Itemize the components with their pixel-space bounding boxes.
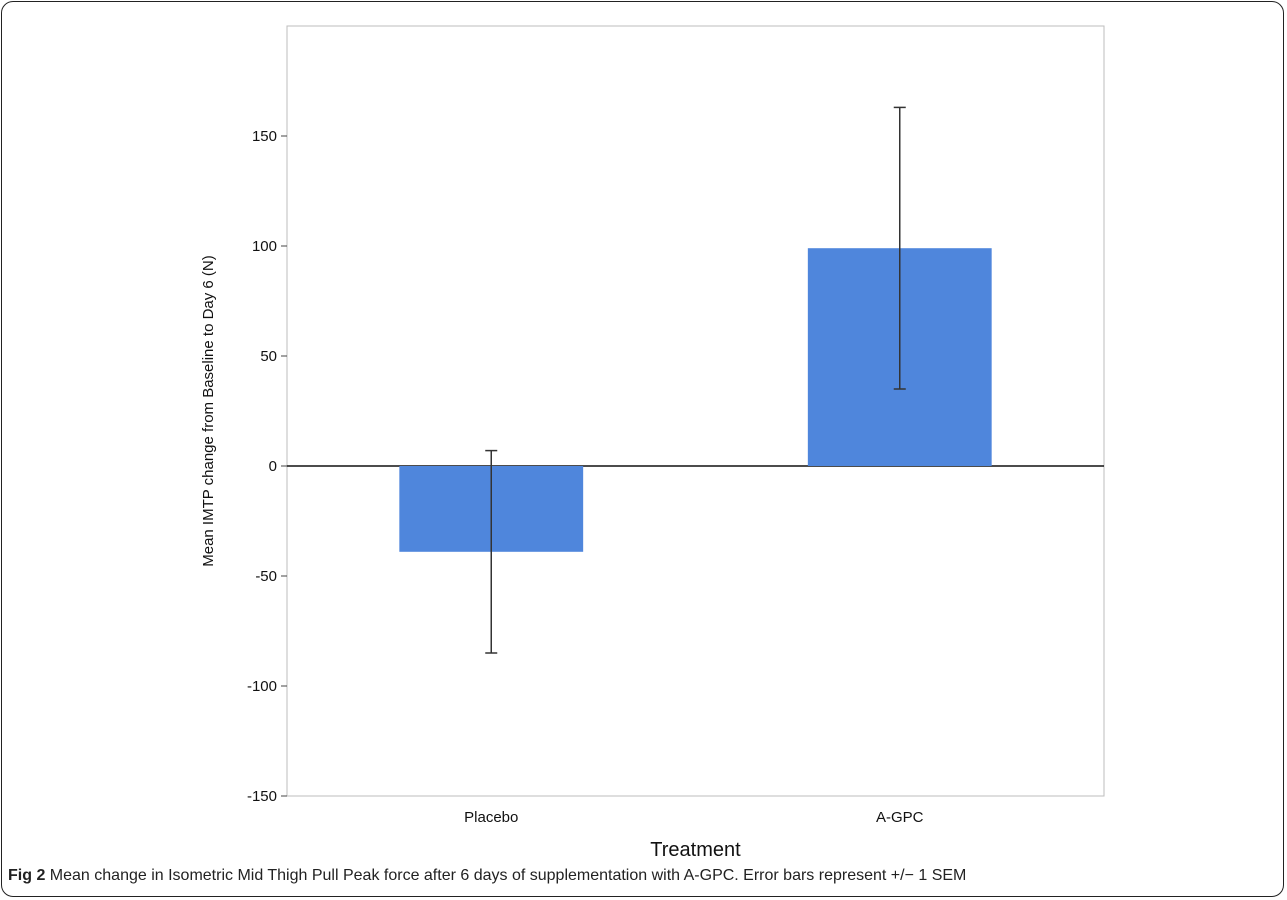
figure-label: Fig 2 xyxy=(8,867,46,884)
x-category-label: A-GPC xyxy=(876,809,924,826)
figure-caption: Fig 2 Mean change in Isometric Mid Thigh… xyxy=(8,867,1278,885)
plot-area xyxy=(286,25,1105,797)
y-axis-title: Mean IMTP change from Baseline to Day 6 … xyxy=(200,255,217,567)
bars xyxy=(399,248,992,552)
x-axis-category-labels: Placebo A-GPC xyxy=(464,809,924,826)
bar-chart: -150 -100 -50 0 50 100 150 Placebo A-GPC Treatm… xyxy=(200,25,1105,860)
y-tick-label: 150 xyxy=(252,128,277,145)
x-category-label: Placebo xyxy=(464,809,518,826)
x-axis-title: Treatment xyxy=(650,839,741,860)
y-tick-label: -50 xyxy=(255,568,277,585)
y-tick-label: 0 xyxy=(269,458,277,475)
error-bar-a-gpc xyxy=(893,106,906,390)
error-bars xyxy=(485,106,906,654)
y-tick-label: 100 xyxy=(252,238,277,255)
y-tick-label: -100 xyxy=(247,678,277,695)
error-bar-placebo xyxy=(485,449,498,654)
y-tick-label: 50 xyxy=(260,348,277,365)
y-tick-label: -150 xyxy=(247,788,277,805)
y-axis-ticks: -150 -100 -50 0 50 100 150 xyxy=(247,128,287,805)
figure-caption-text: Mean change in Isometric Mid Thigh Pull … xyxy=(49,867,967,884)
